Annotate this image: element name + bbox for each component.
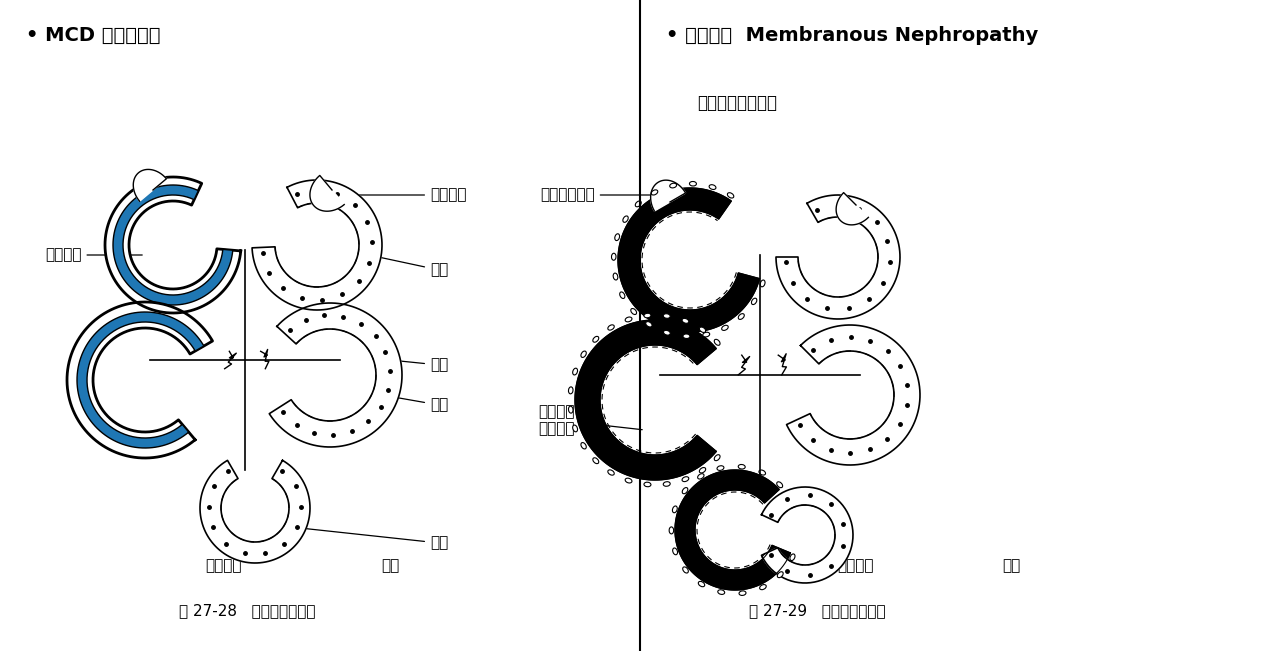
Text: 增厚的基
膜及钉突: 增厚的基 膜及钉突 xyxy=(538,404,643,436)
Text: • 膜性肾病  Membranous Nephropathy: • 膜性肾病 Membranous Nephropathy xyxy=(666,26,1038,45)
Ellipse shape xyxy=(739,591,746,596)
Ellipse shape xyxy=(777,572,783,577)
Polygon shape xyxy=(650,180,686,211)
Ellipse shape xyxy=(759,585,767,590)
Text: 正常: 正常 xyxy=(1002,558,1020,573)
Polygon shape xyxy=(252,180,381,310)
Polygon shape xyxy=(762,487,852,583)
Text: 基膜: 基膜 xyxy=(371,256,448,277)
Polygon shape xyxy=(786,325,920,465)
Text: 微小病变: 微小病变 xyxy=(206,558,242,573)
Polygon shape xyxy=(113,185,233,305)
Ellipse shape xyxy=(572,368,577,375)
Ellipse shape xyxy=(593,458,599,464)
Ellipse shape xyxy=(690,182,696,186)
Text: 图 27-29   膜性肾病模式图: 图 27-29 膜性肾病模式图 xyxy=(749,603,886,618)
Polygon shape xyxy=(776,195,900,319)
Ellipse shape xyxy=(790,554,795,561)
Ellipse shape xyxy=(663,330,671,335)
Ellipse shape xyxy=(620,292,625,299)
Text: • MCD 微小病变病: • MCD 微小病变病 xyxy=(26,26,160,45)
Ellipse shape xyxy=(714,454,721,461)
Polygon shape xyxy=(133,169,166,201)
Ellipse shape xyxy=(722,326,728,331)
Ellipse shape xyxy=(718,590,724,594)
Polygon shape xyxy=(77,312,204,448)
Ellipse shape xyxy=(672,506,677,513)
Ellipse shape xyxy=(669,183,677,188)
Ellipse shape xyxy=(644,482,652,487)
Ellipse shape xyxy=(759,470,765,475)
Ellipse shape xyxy=(635,201,641,207)
Ellipse shape xyxy=(760,280,765,287)
Polygon shape xyxy=(836,193,868,225)
Ellipse shape xyxy=(613,273,618,280)
Ellipse shape xyxy=(739,314,744,320)
Ellipse shape xyxy=(673,548,677,555)
Text: 弥漫的、非增生性: 弥漫的、非增生性 xyxy=(698,94,778,113)
Ellipse shape xyxy=(699,467,705,473)
Ellipse shape xyxy=(717,465,724,471)
Polygon shape xyxy=(675,470,791,590)
Ellipse shape xyxy=(682,567,689,573)
Text: 正常: 正常 xyxy=(381,558,399,573)
Polygon shape xyxy=(310,176,344,211)
Ellipse shape xyxy=(777,482,782,488)
Polygon shape xyxy=(575,320,717,480)
Ellipse shape xyxy=(608,470,614,475)
Ellipse shape xyxy=(644,313,652,318)
Text: 系膜: 系膜 xyxy=(393,357,448,372)
Ellipse shape xyxy=(663,314,671,318)
Ellipse shape xyxy=(581,351,586,357)
Ellipse shape xyxy=(581,443,586,449)
Ellipse shape xyxy=(612,253,616,260)
Polygon shape xyxy=(269,303,402,447)
Text: 足突: 足突 xyxy=(303,529,448,551)
Ellipse shape xyxy=(568,406,573,413)
Ellipse shape xyxy=(608,325,614,330)
Polygon shape xyxy=(67,302,212,458)
Ellipse shape xyxy=(739,464,745,469)
Ellipse shape xyxy=(682,477,689,482)
Text: 图 27-28   微小病变模式图: 图 27-28 微小病变模式图 xyxy=(179,603,316,618)
Ellipse shape xyxy=(751,298,756,305)
Ellipse shape xyxy=(663,482,671,486)
Ellipse shape xyxy=(614,234,620,241)
Ellipse shape xyxy=(714,339,721,345)
Ellipse shape xyxy=(593,337,599,342)
Ellipse shape xyxy=(652,190,658,195)
Text: 内皮: 内皮 xyxy=(385,395,448,413)
Ellipse shape xyxy=(699,327,705,333)
Ellipse shape xyxy=(703,332,709,337)
Ellipse shape xyxy=(727,193,733,198)
Ellipse shape xyxy=(698,474,704,479)
Ellipse shape xyxy=(669,527,673,534)
Ellipse shape xyxy=(631,309,636,314)
Ellipse shape xyxy=(568,387,573,394)
Ellipse shape xyxy=(684,334,690,339)
Ellipse shape xyxy=(572,425,577,432)
Text: 上皮细胞: 上皮细胞 xyxy=(338,187,466,202)
Text: 足炎融合: 足炎融合 xyxy=(45,247,142,262)
Ellipse shape xyxy=(623,216,628,223)
Ellipse shape xyxy=(682,318,689,324)
Polygon shape xyxy=(200,460,310,563)
Text: 膜性肾病: 膜性肾病 xyxy=(837,558,873,573)
Ellipse shape xyxy=(709,185,716,189)
Ellipse shape xyxy=(682,488,687,493)
Ellipse shape xyxy=(625,317,632,322)
Ellipse shape xyxy=(625,478,632,483)
Ellipse shape xyxy=(645,322,652,327)
Ellipse shape xyxy=(699,581,705,587)
Polygon shape xyxy=(105,177,241,313)
Polygon shape xyxy=(618,188,759,332)
Text: 上皮下沉积物: 上皮下沉积物 xyxy=(540,187,682,202)
